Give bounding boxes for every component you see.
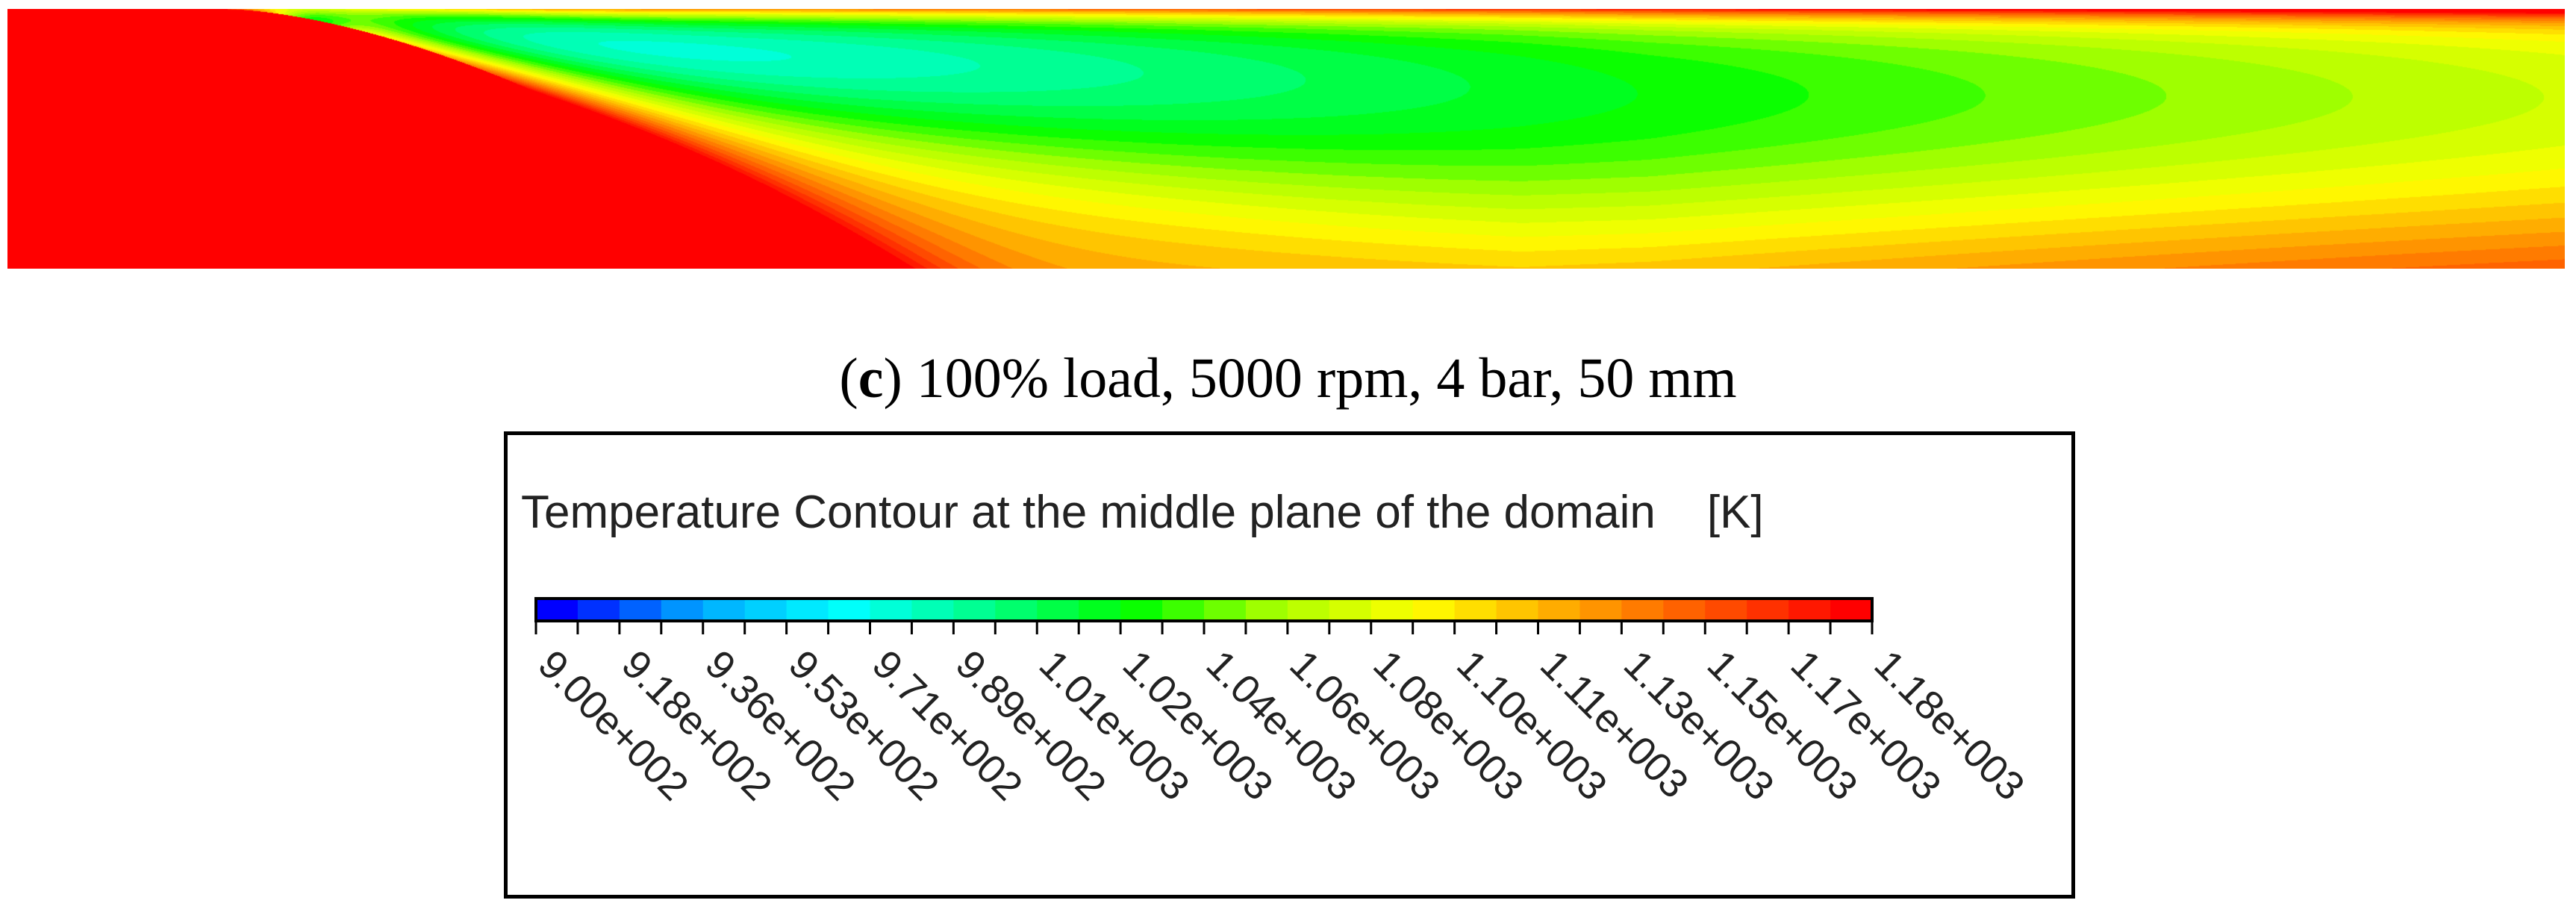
colorbar-segment (828, 599, 871, 621)
colorbar-ticks (534, 621, 1874, 634)
colorbar-segment (1621, 599, 1664, 621)
colorbar-segment (1204, 599, 1247, 621)
colorbar-segment (536, 599, 578, 621)
colorbar-segment (1579, 599, 1622, 621)
colorbar-segment (661, 599, 704, 621)
colorbar-segment (1329, 599, 1372, 621)
caption-text: 100% load, 5000 rpm, 4 bar, 50 mm (916, 347, 1737, 410)
colorbar-segment (1287, 599, 1330, 621)
colorbar-segment (911, 599, 954, 621)
colorbar-segment (1538, 599, 1581, 621)
colorbar-segment (1747, 599, 1789, 621)
colorbar-segment (1120, 599, 1163, 621)
colorbar-segment (870, 599, 913, 621)
colorbar-segment (744, 599, 788, 621)
colorbar-tick-labels: 9.00e+0029.18e+0029.36e+0029.53e+0029.71… (530, 642, 2033, 809)
legend-title: Temperature Contour at the middle plane … (521, 485, 1764, 540)
colorbar-segment (702, 599, 746, 621)
temperature-contour-plot (7, 9, 2565, 269)
figure-caption: (c) 100% load, 5000 rpm, 4 bar, 50 mm (839, 347, 1737, 410)
colorbar-segment (1079, 599, 1121, 621)
caption-letter: c (858, 347, 884, 410)
colorbar-segment (1830, 599, 1873, 621)
legend-title-text: Temperature Contour at the middle plane … (521, 487, 1656, 538)
colorbar-segment (1663, 599, 1706, 621)
colorbar-segment (577, 599, 620, 621)
colorbar-segment (619, 599, 662, 621)
colorbar-segment (1496, 599, 1539, 621)
colorbar-segment (1788, 599, 1831, 621)
colorbar-segment (786, 599, 829, 621)
colorbar-segment (1370, 599, 1414, 621)
colorbar-segment (953, 599, 996, 621)
colorbar-segment (1037, 599, 1079, 621)
legend-unit: [K] (1706, 487, 1764, 538)
legend-box (504, 431, 2075, 899)
colorbar-segment (1705, 599, 1747, 621)
colorbar (534, 597, 1874, 622)
colorbar-segment (1454, 599, 1497, 621)
colorbar-segment (995, 599, 1038, 621)
colorbar-segment (1162, 599, 1205, 621)
colorbar-segment (1412, 599, 1456, 621)
colorbar-segment (1245, 599, 1288, 621)
